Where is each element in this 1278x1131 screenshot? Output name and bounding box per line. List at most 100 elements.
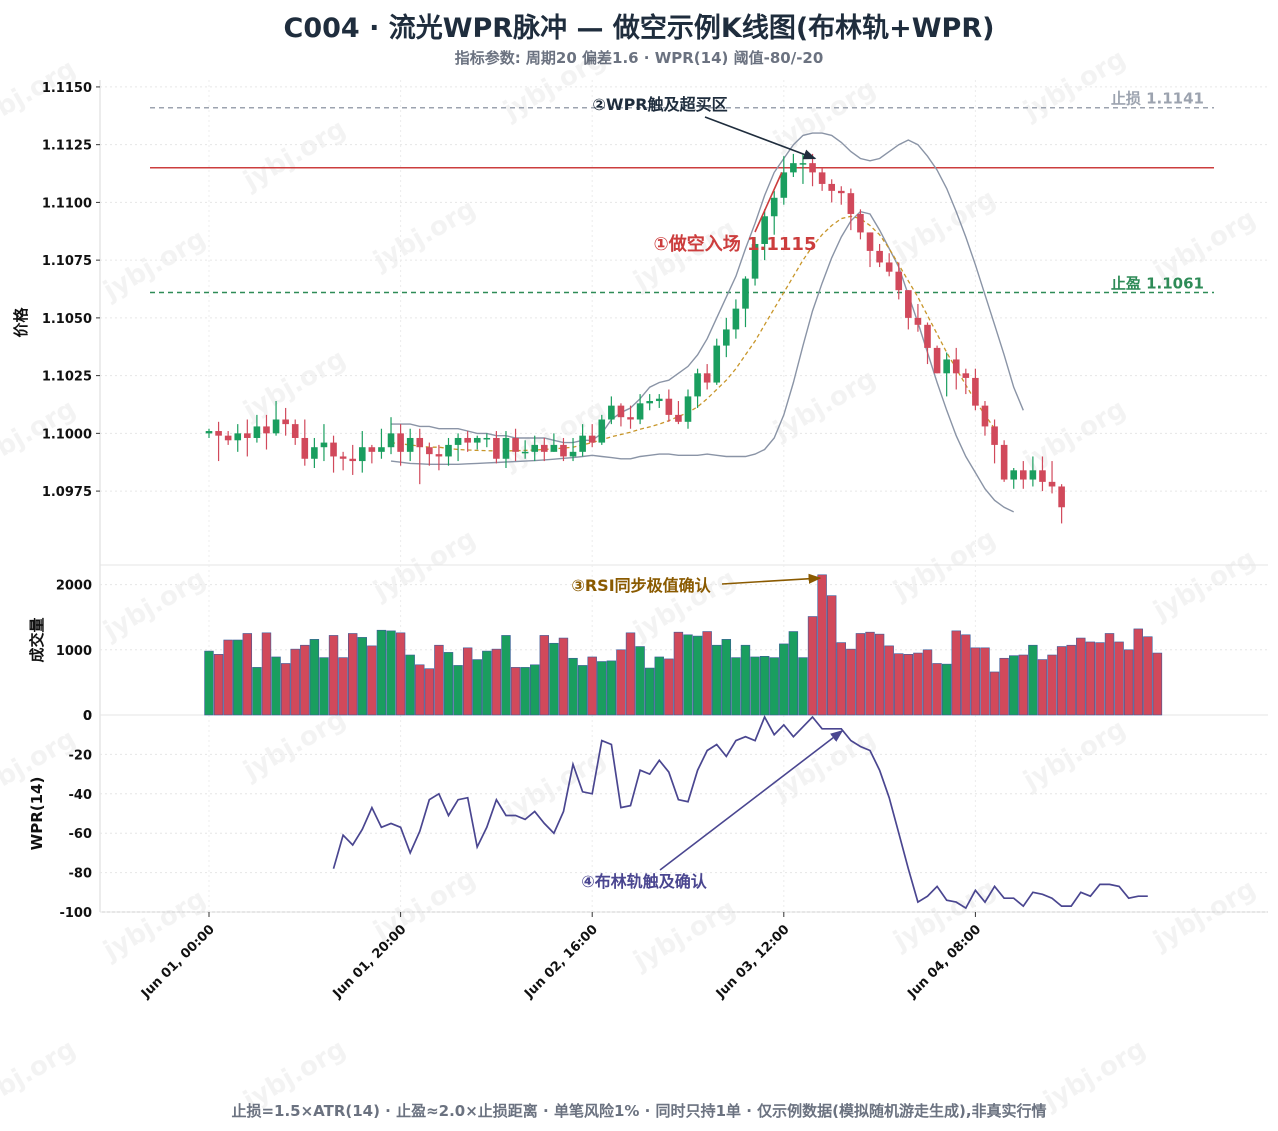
volume-bar	[644, 667, 655, 716]
watermark-text-14: jybj.org	[1018, 394, 1131, 477]
volume-bar	[980, 647, 990, 716]
volume-bar	[941, 663, 952, 716]
volume-bar	[874, 633, 885, 716]
candle	[426, 442, 433, 466]
volume-bar	[1085, 641, 1096, 716]
candle	[387, 417, 395, 455]
watermark-text-23: jybj.org	[768, 724, 881, 807]
candle	[972, 368, 979, 411]
candle-body	[215, 431, 222, 436]
watermark-text-27: jybj.org	[628, 894, 741, 977]
candle	[358, 431, 366, 473]
candle	[646, 394, 653, 411]
wpr-axis-label: WPR(14)	[28, 777, 46, 851]
volume-bar	[233, 639, 243, 716]
volume-bar	[1152, 652, 1163, 716]
volume-bar	[568, 657, 578, 716]
volume-bar	[999, 657, 1009, 716]
candle	[493, 431, 500, 464]
candle-body	[914, 317, 922, 325]
candle-body	[339, 456, 347, 459]
candle	[857, 209, 864, 240]
watermark-text-3: jybj.org	[768, 74, 881, 157]
volume-bar	[1009, 655, 1019, 716]
volume-bar	[395, 632, 406, 716]
volume-bar	[223, 639, 233, 716]
candle	[579, 424, 586, 457]
volume-panel	[204, 574, 1163, 716]
candle-body	[636, 403, 644, 420]
candle	[703, 364, 711, 390]
candle-body	[905, 290, 912, 318]
candle	[215, 421, 222, 462]
volume-bar	[261, 632, 272, 716]
candle	[234, 424, 242, 452]
candle	[445, 437, 452, 466]
candle-body	[521, 451, 529, 454]
x-tick-label: Jun 01, 20:00	[330, 922, 410, 1002]
entry-annotation-line	[754, 172, 783, 233]
candle	[205, 428, 213, 438]
candle-body	[608, 405, 615, 420]
candle	[924, 322, 931, 365]
candle	[416, 428, 424, 485]
candle	[847, 188, 855, 231]
candle	[885, 253, 893, 277]
candle-body	[790, 163, 797, 173]
volume-bar	[1066, 644, 1076, 716]
volume-bar	[1143, 636, 1153, 716]
candle	[320, 424, 328, 462]
candle	[502, 431, 510, 468]
candle	[435, 444, 443, 471]
candle-body	[895, 271, 903, 291]
volume-bar	[1104, 633, 1115, 716]
volume-bar	[357, 637, 367, 716]
watermark-text-29: jybj.org	[1148, 874, 1261, 957]
wpr-touch-label: ②WPR触及超买区	[592, 95, 727, 114]
candle	[330, 435, 337, 473]
candle	[541, 437, 548, 462]
volume-axis-label: 成交量	[28, 617, 46, 662]
volume-bar	[300, 644, 310, 716]
candle	[608, 396, 615, 425]
candle	[1000, 440, 1008, 482]
chart-subtitle: 指标参数: 周期20 偏差1.6 · WPR(14) 阈值-80/-20	[454, 49, 824, 67]
volume-bar	[731, 657, 741, 716]
candle-body	[378, 447, 385, 452]
candle	[665, 389, 673, 422]
volume-bar	[1123, 649, 1134, 716]
candle-body	[397, 433, 404, 452]
volume-bar	[894, 653, 904, 716]
volume-tick-label: 2000	[56, 579, 92, 594]
volume-bar	[961, 634, 971, 716]
candle	[818, 167, 826, 191]
watermark-text-19: jybj.org	[1148, 544, 1261, 627]
bb-touch-label: ④布林轨触及确认	[581, 872, 708, 891]
candle	[464, 431, 471, 452]
annotation-layer: ①做空入场 1.1115 ②WPR触及超买区 ③RSI同步极值确认 ④布林轨触及确认	[571, 95, 844, 891]
volume-bar	[989, 671, 1000, 716]
candle	[244, 419, 251, 457]
candle	[876, 243, 883, 268]
axis-layer: 1.0975 1.1000 1.1025 1.1050 1.1075 1.1100 1.11…	[12, 81, 984, 1002]
candle	[1020, 461, 1027, 489]
candle-body	[837, 190, 845, 194]
bb-touch-arrow	[659, 730, 844, 871]
candle-body	[809, 163, 816, 173]
volume-bar	[472, 659, 482, 716]
volume-tick-label: 0	[83, 709, 92, 724]
candle-body	[694, 373, 701, 397]
price-tick-label: 1.1025	[42, 370, 92, 385]
candle-body	[981, 405, 989, 427]
volume-bar	[683, 634, 693, 716]
chart-title: C004 · 流光WPR脉冲 — 做空示例K线图(布林轨+WPR)	[283, 13, 995, 44]
candle-body	[473, 437, 481, 443]
volume-bar	[424, 668, 435, 716]
volume-bar	[769, 657, 779, 716]
volume-bar	[826, 595, 837, 716]
candle-body	[799, 163, 807, 165]
entry-annotation-label: ①做空入场 1.1115	[654, 233, 817, 255]
candle-body	[358, 447, 366, 462]
candle-body	[464, 437, 471, 443]
volume-bar	[347, 633, 358, 716]
